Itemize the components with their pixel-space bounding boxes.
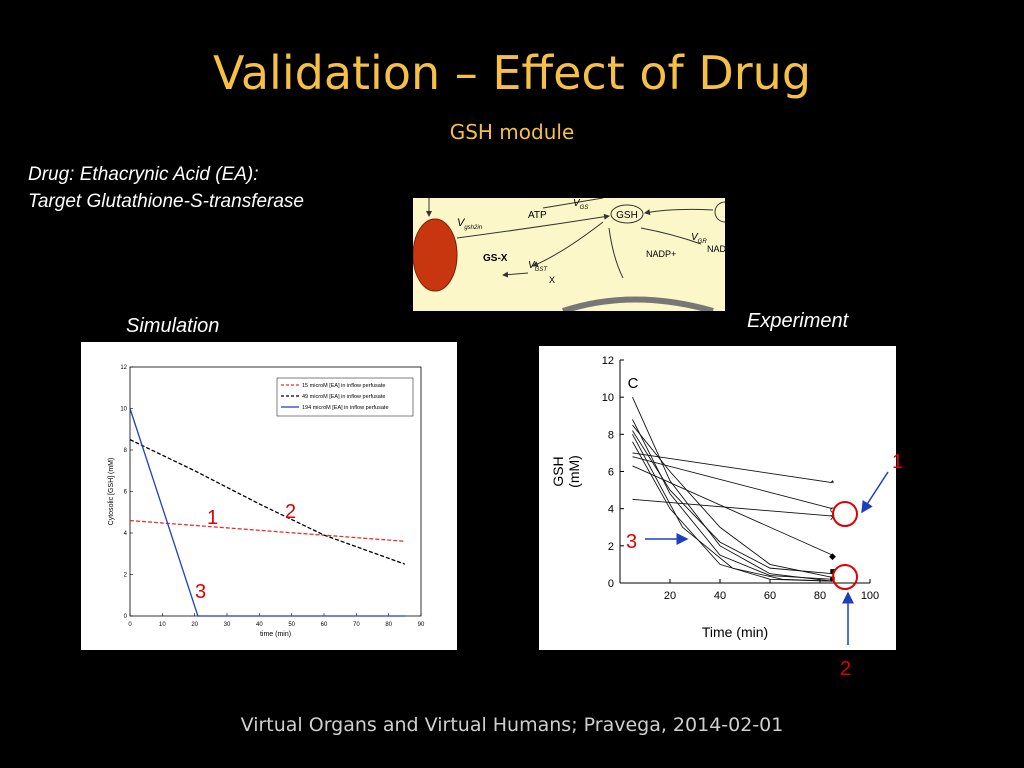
exp-annotation-1: 1 <box>892 451 904 473</box>
x-tick-label: 40 <box>256 622 263 628</box>
rate-v-gs: VGS <box>573 198 588 211</box>
y-tick-label: 4 <box>124 531 128 537</box>
rate-v-gr: VGR <box>691 232 707 245</box>
cell-ellipse <box>413 218 458 292</box>
experiment-line-3 <box>632 498 833 517</box>
x-label: X <box>549 275 555 285</box>
slide-subtitle: GSH module <box>449 120 575 144</box>
x-tick-label: 40 <box>714 590 726 602</box>
experiment-chart: 20 40 60 80 100 0 2 4 6 8 10 12 Time (min) GSH (mM) C * o… <box>539 346 896 650</box>
experiment-line-5 <box>632 396 833 582</box>
legend-entry: 15 microM [EA] in inflow perfusate <box>302 383 385 389</box>
legend-box <box>276 377 414 417</box>
y-tick-label: 2 <box>608 541 614 553</box>
rate-v-gsh2in: Vgsh2in <box>457 217 483 231</box>
y-tick-label: 6 <box>608 467 614 479</box>
simulation-chart: 0 10 20 30 40 50 60 70 80 90 0 2 4 6 8 10 12 time (min) Cy… <box>81 342 457 650</box>
gsh-node <box>610 204 644 224</box>
pathway-diagram: GSH ATP GS-X NADP+ NAD X Vgsh2in VGS VGS… <box>413 198 725 311</box>
y-tick-label: 0 <box>608 578 614 590</box>
y-tick-label: 10 <box>120 407 127 413</box>
nadp-label: NADP+ <box>646 249 676 259</box>
x-tick-label: 0 <box>128 622 132 628</box>
slide-footer: Virtual Organs and Virtual Humans; Prave… <box>240 714 784 736</box>
y-tick-label: 6 <box>124 490 128 496</box>
legend-entry: 194 microM [EA] in inflow perfusate <box>302 405 389 411</box>
x-axis-label: time (min) <box>260 631 291 638</box>
y-tick-label: 2 <box>124 573 128 579</box>
x-tick-label: 80 <box>814 590 826 602</box>
panel-letter: C <box>628 375 639 392</box>
experiment-line-1 <box>632 452 833 484</box>
drug-line: Drug: Ethacrynic Acid (EA): <box>28 164 259 185</box>
experiment-label: Experiment <box>747 310 849 332</box>
exp-annotation-2: 2 <box>840 658 852 680</box>
sim-annotation-1: 1 <box>207 507 219 529</box>
x-tick-label: 20 <box>664 590 676 602</box>
x-tick-label: 50 <box>288 622 295 628</box>
nad-label: NAD <box>707 244 725 254</box>
x-tick-label: 30 <box>224 622 231 628</box>
series-line-2 <box>129 439 406 565</box>
y-tick-label: 12 <box>120 365 127 371</box>
gsh-node-label: GSH <box>616 210 638 221</box>
experiment-line-6 <box>632 419 833 580</box>
sim-annotation-3: 3 <box>195 581 207 603</box>
y-tick-label: 8 <box>124 448 128 454</box>
slide-title: Validation – Effect of Drug <box>212 46 812 100</box>
experiment-marker: x <box>830 512 835 522</box>
x-tick-label: 20 <box>191 622 198 628</box>
y-tick-label: 10 <box>602 392 614 404</box>
experiment-line-4 <box>632 465 833 556</box>
gsx-label: GS-X <box>483 253 508 264</box>
y-tick-label: 0 <box>124 614 128 620</box>
x-tick-label: 80 <box>385 622 392 628</box>
y-axis-label-unit: (mM) <box>566 455 582 488</box>
atp-label: ATP <box>528 210 547 221</box>
experiment-line-8 <box>632 430 833 575</box>
y-axis-label: GSH <box>550 456 566 486</box>
x-tick-label: 60 <box>321 622 328 628</box>
y-tick-label: 4 <box>608 504 614 516</box>
experiment-line-2 <box>632 456 833 510</box>
experiment-marker: * <box>831 479 835 489</box>
x-tick-label: 70 <box>353 622 360 628</box>
y-axis-label: Cytosolic [GSH] (mM) <box>108 458 115 526</box>
x-tick-label: 60 <box>764 590 776 602</box>
legend-entry: 49 microM [EA] in inflow perfusate <box>302 394 385 400</box>
pathway-svg: GSH ATP GS-X NADP+ NAD X Vgsh2in VGS VGS… <box>413 198 725 311</box>
simulation-label: Simulation <box>126 315 220 337</box>
experiment-marker: ■ <box>830 573 835 583</box>
experiment-line-7 <box>632 424 833 578</box>
experiment-line-10 <box>632 434 833 582</box>
y-tick-label: 8 <box>608 429 614 441</box>
target-line: Target Glutathione-S-transferase <box>28 191 305 212</box>
x-tick-label: 100 <box>861 590 879 602</box>
x-axis-label: Time (min) <box>702 624 768 640</box>
exp-annotation-3: 3 <box>626 531 638 553</box>
drug-description: Drug: Ethacrynic Acid (EA): Target Gluta… <box>28 161 304 215</box>
x-tick-label: 10 <box>159 622 166 628</box>
x-tick-label: 90 <box>418 622 425 628</box>
sim-annotation-2: 2 <box>285 501 297 523</box>
series-line-1 <box>129 519 405 542</box>
rate-v-gst: VGST <box>528 260 548 273</box>
y-tick-label: 12 <box>602 355 614 367</box>
experiment-marker: ◆ <box>829 551 836 561</box>
series-line-3 <box>129 408 405 617</box>
